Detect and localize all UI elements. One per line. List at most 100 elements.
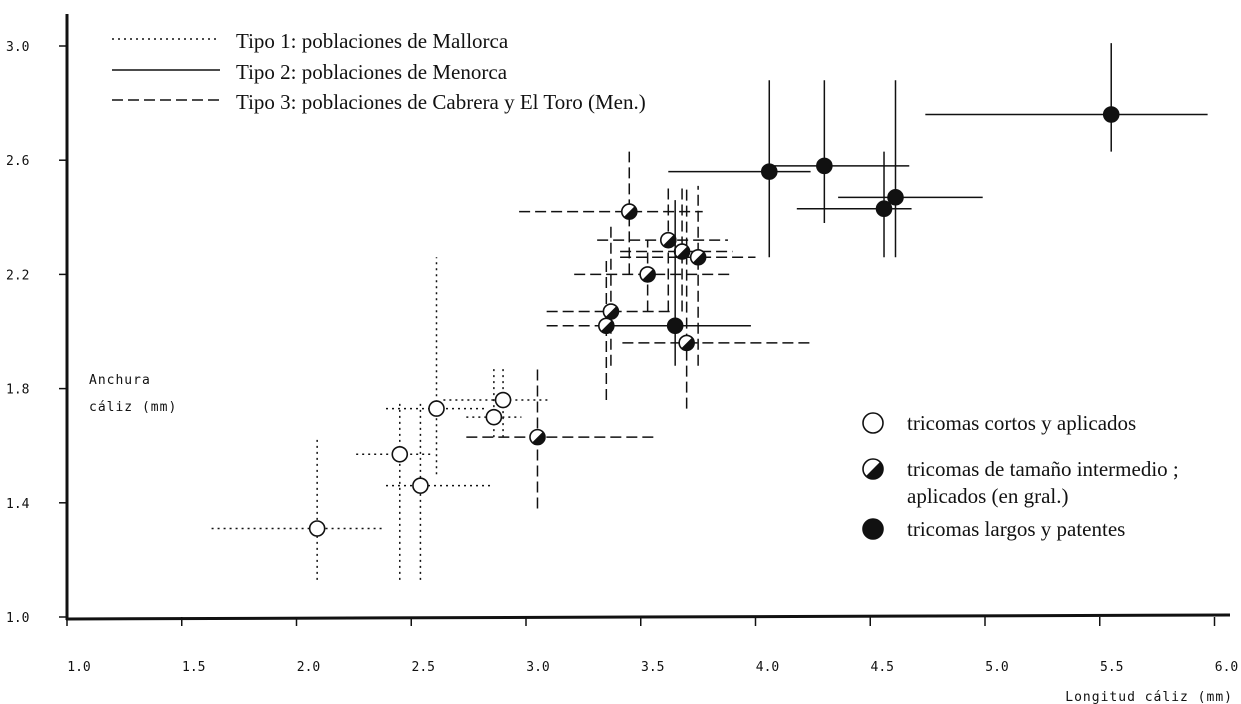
x-tick-label: 1.5	[182, 660, 205, 675]
legend-item-open: tricomas cortos y aplicados	[862, 411, 1136, 435]
x-tick-label: 2.0	[297, 660, 320, 675]
half-circle-fill	[662, 234, 676, 248]
data-point	[519, 151, 703, 275]
point-marker	[308, 520, 326, 537]
point-marker	[666, 317, 684, 335]
legend-label: Tipo 2: poblaciones de Menorca	[236, 60, 508, 84]
point-marker	[602, 303, 620, 320]
open-circle-marker	[391, 445, 409, 463]
y-ticks: 1.0 1.4 1.8 2.2 2.6 3.0	[6, 40, 67, 626]
x-tick-label: 1.0	[67, 660, 90, 675]
legend-item-dotted: Tipo 1: poblaciones de Mallorca	[112, 29, 509, 53]
open-circle-marker	[428, 400, 445, 417]
data-point	[211, 437, 384, 580]
point-marker	[529, 428, 546, 446]
open-circle-marker	[485, 408, 503, 426]
legend-marker	[862, 518, 884, 540]
data-point	[386, 402, 494, 580]
point-marker	[678, 334, 695, 352]
legend-label: tricomas de tamaño intermedio ;	[907, 457, 1179, 481]
data-point	[620, 185, 756, 366]
data-point	[386, 257, 487, 475]
filled-circle-marker	[666, 317, 684, 335]
half-circle-fill	[676, 246, 690, 260]
half-circle-fill	[532, 431, 545, 445]
data-point	[838, 80, 983, 258]
series-layer	[211, 43, 1208, 580]
y-tick-label: 2.2	[6, 268, 29, 283]
x-tick-label: 4.5	[871, 660, 894, 675]
point-marker	[485, 408, 503, 426]
y-axis-title-line-2: cáliz (mm)	[89, 400, 177, 415]
data-point	[622, 185, 811, 409]
x-axis-line	[65, 613, 1231, 621]
point-marker	[673, 243, 691, 260]
data-point	[796, 151, 912, 258]
half-circle-fill	[681, 337, 695, 351]
legend-label: tricomas cortos y aplicados	[907, 411, 1136, 435]
point-marker	[689, 248, 707, 266]
point-marker	[875, 200, 893, 218]
filled-circle-marker	[760, 163, 778, 180]
y-tick-label: 1.8	[6, 383, 29, 398]
line-legend: Tipo 1: poblaciones de Mallorca Tipo 2: p…	[112, 29, 646, 114]
legend-marker	[862, 458, 884, 480]
half-circle-fill	[865, 461, 883, 479]
x-axis-title: Longitud cáliz (mm)	[1065, 690, 1233, 704]
x-tick-label: 3.5	[641, 660, 664, 675]
legend-item-filled: tricomas largos y patentes	[862, 517, 1125, 541]
point-marker	[659, 231, 677, 249]
data-point	[925, 43, 1208, 152]
series-dashed	[466, 151, 811, 509]
x-tick-label: 6.0	[1215, 660, 1238, 675]
x-tick-label: 4.0	[756, 660, 779, 675]
y-tick-label: 1.4	[6, 497, 30, 512]
point-marker	[760, 163, 778, 180]
data-point	[356, 402, 435, 580]
point-marker	[391, 445, 409, 463]
point-marker	[1102, 106, 1120, 123]
x-ticks: 1.0 1.5 2.0 2.5 3.0 3.5 4.0 4.5 5.0 5.5 6.0	[66, 617, 1238, 675]
axes: 1.0 1.5 2.0 2.5 3.0 3.5 4.0 4.5 5.0 5.5 6.0 1.0 1.4…	[6, 14, 1238, 675]
open-circle-marker	[308, 520, 326, 537]
filled-circle-marker	[1102, 106, 1120, 123]
filled-circle-marker	[862, 518, 884, 540]
legend-label: aplicados (en gral.)	[907, 484, 1069, 508]
data-point	[668, 80, 811, 258]
point-marker	[639, 266, 656, 283]
legend-item-half: tricomas de tamaño intermedio ; aplicados…	[862, 457, 1179, 508]
y-tick-label: 3.0	[6, 40, 29, 55]
open-circle-marker	[412, 477, 429, 494]
legend-item-solid: Tipo 2: poblaciones de Menorca	[112, 60, 508, 84]
point-marker	[887, 189, 904, 206]
x-tick-label: 2.5	[412, 660, 435, 675]
series-dotted	[211, 257, 549, 580]
legend-label: Tipo 3: poblaciones de Cabrera y El Toro…	[236, 90, 646, 114]
half-circle-fill	[692, 251, 706, 265]
half-circle-fill	[605, 306, 619, 319]
open-circle-marker	[494, 391, 512, 409]
data-point	[597, 185, 728, 312]
legend-label: tricomas largos y patentes	[907, 517, 1125, 541]
data-point	[574, 240, 733, 312]
half-circle-fill	[623, 206, 637, 220]
legend-label: Tipo 1: poblaciones de Mallorca	[236, 29, 509, 53]
point-marker	[620, 203, 638, 220]
data-point	[466, 365, 655, 509]
data-point	[443, 365, 549, 438]
legend-item-dashed: Tipo 3: poblaciones de Cabrera y El Toro…	[112, 90, 646, 114]
data-point	[771, 80, 910, 224]
data-point	[546, 223, 673, 366]
series-solid	[617, 43, 1208, 366]
marker-legend: tricomas cortos y aplicados tricomas de t…	[862, 411, 1179, 541]
data-point	[546, 257, 655, 401]
x-tick-label: 5.0	[985, 660, 1008, 675]
point-marker	[816, 157, 833, 175]
filled-circle-marker	[875, 200, 893, 218]
data-point	[466, 365, 522, 438]
x-tick-label: 3.0	[526, 660, 549, 675]
axis-titles: Anchura cáliz (mm) Longitud cáliz (mm)	[89, 373, 1233, 704]
point-marker	[412, 477, 429, 494]
data-point	[617, 200, 751, 366]
